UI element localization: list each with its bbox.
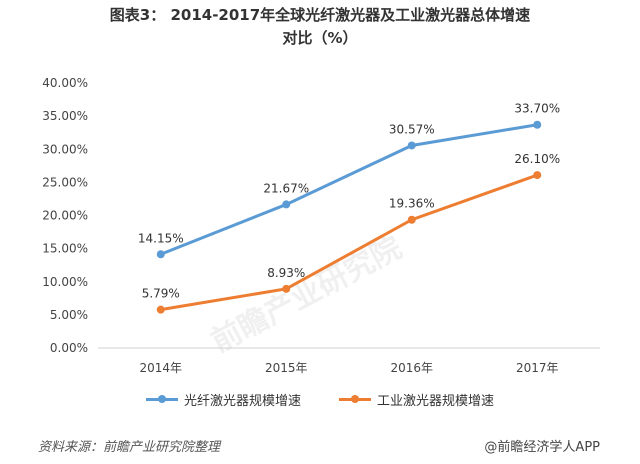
- y-tick-label: 40.00%: [42, 76, 88, 90]
- chart-title-line2: 对比（%）: [282, 29, 358, 47]
- data-point: [533, 120, 542, 129]
- data-label: 14.15%: [138, 231, 184, 245]
- data-point: [407, 141, 416, 150]
- x-tick-label: 2016年: [390, 361, 433, 375]
- data-label: 26.10%: [514, 152, 560, 166]
- y-tick-label: 5.00%: [50, 308, 88, 322]
- data-label: 8.93%: [267, 266, 305, 280]
- y-tick-label: 20.00%: [42, 209, 88, 223]
- chart-title: 图表3： 2014-2017年全球光纤激光器及工业激光器总体增速: [109, 6, 531, 24]
- data-label: 5.79%: [142, 287, 180, 301]
- data-point: [156, 250, 165, 259]
- series-line-0: [160, 123, 538, 256]
- data-point: [407, 215, 416, 224]
- data-point: [533, 171, 542, 180]
- data-label: 21.67%: [263, 181, 309, 195]
- credit-note: @前瞻经济学人APP: [484, 440, 600, 455]
- legend-label-industrial: 工业激光器规模增速: [377, 394, 495, 409]
- data-point: [282, 284, 291, 293]
- y-tick-label: 35.00%: [42, 109, 88, 123]
- data-label: 33.70%: [514, 102, 560, 116]
- data-label: 19.36%: [389, 197, 435, 211]
- data-point: [156, 305, 165, 314]
- chart-legend: 光纤激光器规模增速 工业激光器规模增速: [0, 390, 640, 409]
- data-point: [282, 200, 291, 209]
- source-note: 资料来源：前瞻产业研究院整理: [38, 440, 221, 455]
- data-label: 30.57%: [389, 122, 435, 136]
- legend-swatch-fiber: [145, 395, 178, 403]
- legend-item-industrial: 工业激光器规模增速: [339, 390, 494, 409]
- x-tick-label: 2017年: [516, 361, 559, 375]
- legend-label-fiber: 光纤激光器规模增速: [183, 394, 301, 409]
- legend-swatch-industrial: [339, 395, 371, 403]
- x-tick-label: 2014年: [139, 361, 182, 375]
- x-tick-label: 2015年: [265, 361, 308, 375]
- y-tick-label: 0.00%: [50, 341, 88, 355]
- y-tick-label: 25.00%: [42, 175, 88, 189]
- y-tick-label: 15.00%: [42, 242, 88, 256]
- y-tick-label: 10.00%: [42, 275, 88, 289]
- series-line-1: [160, 173, 538, 312]
- y-tick-label: 30.00%: [42, 142, 88, 156]
- legend-item-fiber: 光纤激光器规模增速: [145, 390, 301, 409]
